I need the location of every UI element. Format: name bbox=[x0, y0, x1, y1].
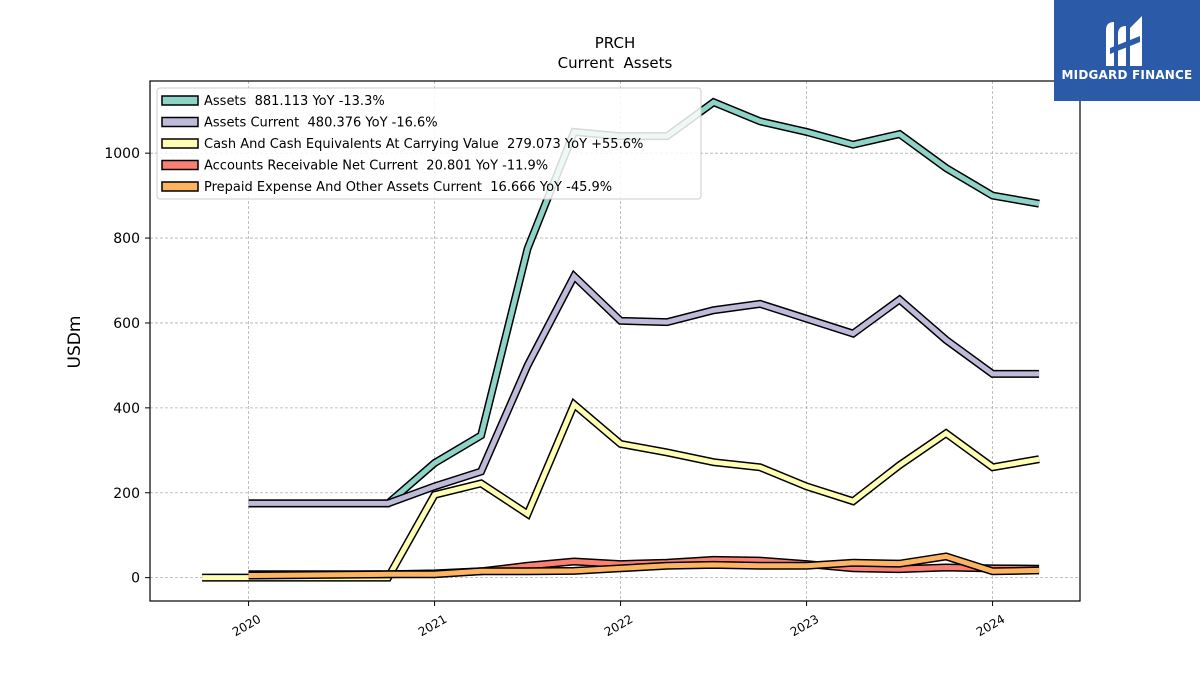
x-tick-label: 2024 bbox=[974, 612, 1007, 639]
legend-entry: Assets 881.113 YoY -13.3% bbox=[204, 94, 385, 109]
midgard-logo-icon bbox=[1106, 16, 1142, 66]
chart-title: PRCH bbox=[595, 34, 635, 52]
y-tick-label: 800 bbox=[113, 231, 140, 247]
y-tick-label: 400 bbox=[113, 401, 140, 417]
series-2 bbox=[202, 397, 1040, 582]
brand-logo: MIDGARD FINANCE bbox=[1054, 0, 1200, 101]
x-tick-label: 2020 bbox=[230, 612, 263, 639]
series-line bbox=[248, 272, 1040, 506]
brand-name: MIDGARD FINANCE bbox=[1061, 68, 1193, 82]
chart-subtitle: Current Assets bbox=[558, 54, 673, 72]
legend-swatch bbox=[161, 181, 199, 192]
legend-swatch bbox=[161, 116, 199, 128]
legend-swatch bbox=[161, 159, 199, 171]
y-tick-label: 1000 bbox=[104, 146, 140, 162]
y-tick-label: 200 bbox=[113, 486, 140, 502]
y-tick-label: 0 bbox=[131, 571, 140, 587]
legend-entry: Assets Current 480.376 YoY -16.6% bbox=[204, 116, 438, 131]
series-1 bbox=[248, 269, 1040, 508]
series-line-outline bbox=[248, 269, 1040, 508]
legend-entry: Cash And Cash Equivalents At Carrying Va… bbox=[204, 137, 643, 152]
x-tick-label: 2023 bbox=[788, 612, 821, 639]
series-line bbox=[248, 553, 1040, 579]
x-tick-label: 2022 bbox=[602, 612, 635, 639]
legend-swatch bbox=[161, 138, 199, 149]
legend: Assets 881.113 YoY -13.3% Assets Current … bbox=[156, 87, 702, 200]
plot-frame bbox=[149, 80, 1081, 602]
x-tick-label: 2021 bbox=[416, 612, 449, 639]
legend-entry: Accounts Receivable Net Current 20.801 Y… bbox=[204, 159, 548, 174]
legend-box bbox=[156, 87, 702, 200]
series-4 bbox=[248, 552, 1040, 580]
series-line bbox=[202, 400, 1040, 581]
axes: 0 200 400 600 800 1000 2020 2021 2022 2023 2024 bbox=[104, 146, 1007, 639]
y-axis-label: USDm bbox=[65, 316, 85, 369]
legend-swatch bbox=[161, 95, 199, 106]
legend-entry: Prepaid Expense And Other Assets Current… bbox=[204, 180, 612, 195]
y-tick-label: 600 bbox=[113, 316, 140, 332]
